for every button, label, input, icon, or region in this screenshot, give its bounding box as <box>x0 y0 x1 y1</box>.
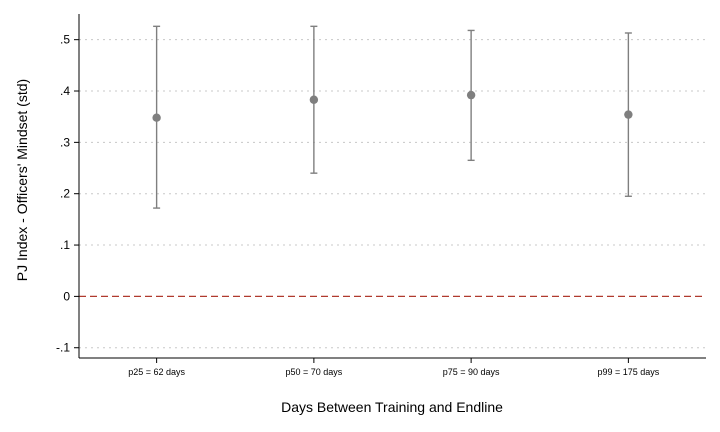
y-axis-title: PJ Index - Officers' Mindset (std) <box>14 79 30 281</box>
estimate-group <box>624 32 633 197</box>
y-ticks: -.1 0 .1 .2 .3 .4 .5 <box>56 33 79 355</box>
x-tick-label: p50 = 70 days <box>285 367 342 377</box>
x-ticks: p25 = 62 days p50 = 70 days p75 = 90 days p… <box>128 358 660 377</box>
data-marks <box>152 25 633 209</box>
y-tick-label: .2 <box>60 187 70 201</box>
y-tick-label: 0 <box>63 289 70 303</box>
y-tick-label: .4 <box>60 84 70 98</box>
point-estimate <box>309 95 319 104</box>
estimate-group <box>466 29 476 162</box>
x-tick-label: p25 = 62 days <box>128 367 185 377</box>
y-tick-label: .3 <box>60 135 70 149</box>
point-estimate <box>152 113 161 122</box>
y-tick-label: .5 <box>60 33 70 47</box>
x-tick-label: p75 = 90 days <box>443 367 500 377</box>
x-axis-title: Days Between Training and Endline <box>281 399 503 415</box>
estimate-group <box>152 25 161 209</box>
estimate-group <box>309 25 319 174</box>
point-estimate <box>624 110 633 119</box>
gridlines <box>79 39 706 349</box>
axes <box>78 14 706 359</box>
y-tick-label: -.1 <box>56 341 70 355</box>
y-tick-label: .1 <box>60 238 70 252</box>
x-tick-label: p99 = 175 days <box>597 367 659 377</box>
point-estimate <box>466 90 476 100</box>
